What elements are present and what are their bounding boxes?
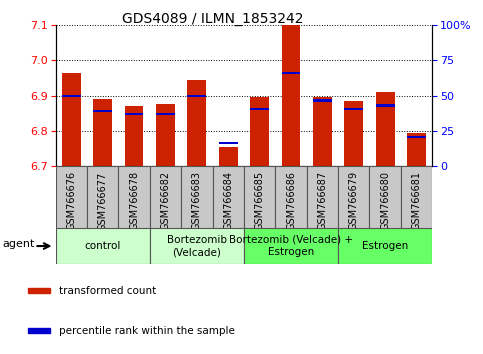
- Bar: [125, 113, 143, 115]
- Bar: [376, 104, 395, 107]
- Text: control: control: [85, 241, 121, 251]
- Bar: [156, 113, 175, 115]
- Bar: [344, 101, 363, 166]
- Text: transformed count: transformed count: [59, 286, 156, 296]
- Bar: [376, 92, 395, 166]
- Bar: [250, 108, 269, 110]
- Text: Estrogen: Estrogen: [362, 241, 408, 251]
- Bar: [181, 166, 213, 228]
- Bar: [250, 97, 269, 166]
- Bar: [401, 166, 432, 228]
- Text: GSM766676: GSM766676: [66, 171, 76, 230]
- Bar: [282, 25, 300, 166]
- Bar: [213, 166, 244, 228]
- Bar: [62, 73, 81, 166]
- Bar: [118, 166, 150, 228]
- Bar: [56, 166, 87, 228]
- Text: GSM766686: GSM766686: [286, 171, 296, 230]
- Bar: [56, 228, 150, 264]
- Bar: [244, 228, 338, 264]
- Text: GSM766683: GSM766683: [192, 171, 202, 230]
- Text: Bortezomib (Velcade) +
Estrogen: Bortezomib (Velcade) + Estrogen: [229, 235, 353, 257]
- Bar: [62, 95, 81, 97]
- Bar: [244, 166, 275, 228]
- Bar: [369, 166, 401, 228]
- Bar: [338, 166, 369, 228]
- Bar: [282, 72, 300, 74]
- Bar: [125, 106, 143, 166]
- Bar: [407, 133, 426, 166]
- Bar: [93, 110, 112, 112]
- Bar: [219, 142, 238, 144]
- Bar: [156, 104, 175, 166]
- Text: GSM766680: GSM766680: [380, 171, 390, 230]
- Text: GSM766677: GSM766677: [98, 171, 108, 230]
- Bar: [275, 166, 307, 228]
- Bar: [93, 99, 112, 166]
- Text: GSM766679: GSM766679: [349, 171, 359, 230]
- Bar: [150, 166, 181, 228]
- Bar: [313, 97, 332, 166]
- Bar: [219, 147, 238, 166]
- Bar: [87, 166, 118, 228]
- Text: GSM766681: GSM766681: [412, 171, 422, 230]
- Text: Bortezomib
(Velcade): Bortezomib (Velcade): [167, 235, 227, 257]
- Bar: [313, 99, 332, 102]
- Bar: [307, 166, 338, 228]
- Text: percentile rank within the sample: percentile rank within the sample: [59, 326, 235, 336]
- Bar: [344, 108, 363, 110]
- Bar: [187, 95, 206, 97]
- Bar: [28, 328, 50, 333]
- Text: GSM766687: GSM766687: [317, 171, 327, 230]
- Bar: [407, 136, 426, 138]
- Text: GSM766685: GSM766685: [255, 171, 265, 230]
- Bar: [28, 288, 50, 293]
- Bar: [187, 80, 206, 166]
- Bar: [150, 228, 244, 264]
- Text: GSM766678: GSM766678: [129, 171, 139, 230]
- Text: GSM766682: GSM766682: [160, 171, 170, 230]
- Text: GSM766684: GSM766684: [223, 171, 233, 230]
- Text: agent: agent: [3, 239, 35, 249]
- Bar: [338, 228, 432, 264]
- Text: GDS4089 / ILMN_1853242: GDS4089 / ILMN_1853242: [122, 12, 303, 27]
